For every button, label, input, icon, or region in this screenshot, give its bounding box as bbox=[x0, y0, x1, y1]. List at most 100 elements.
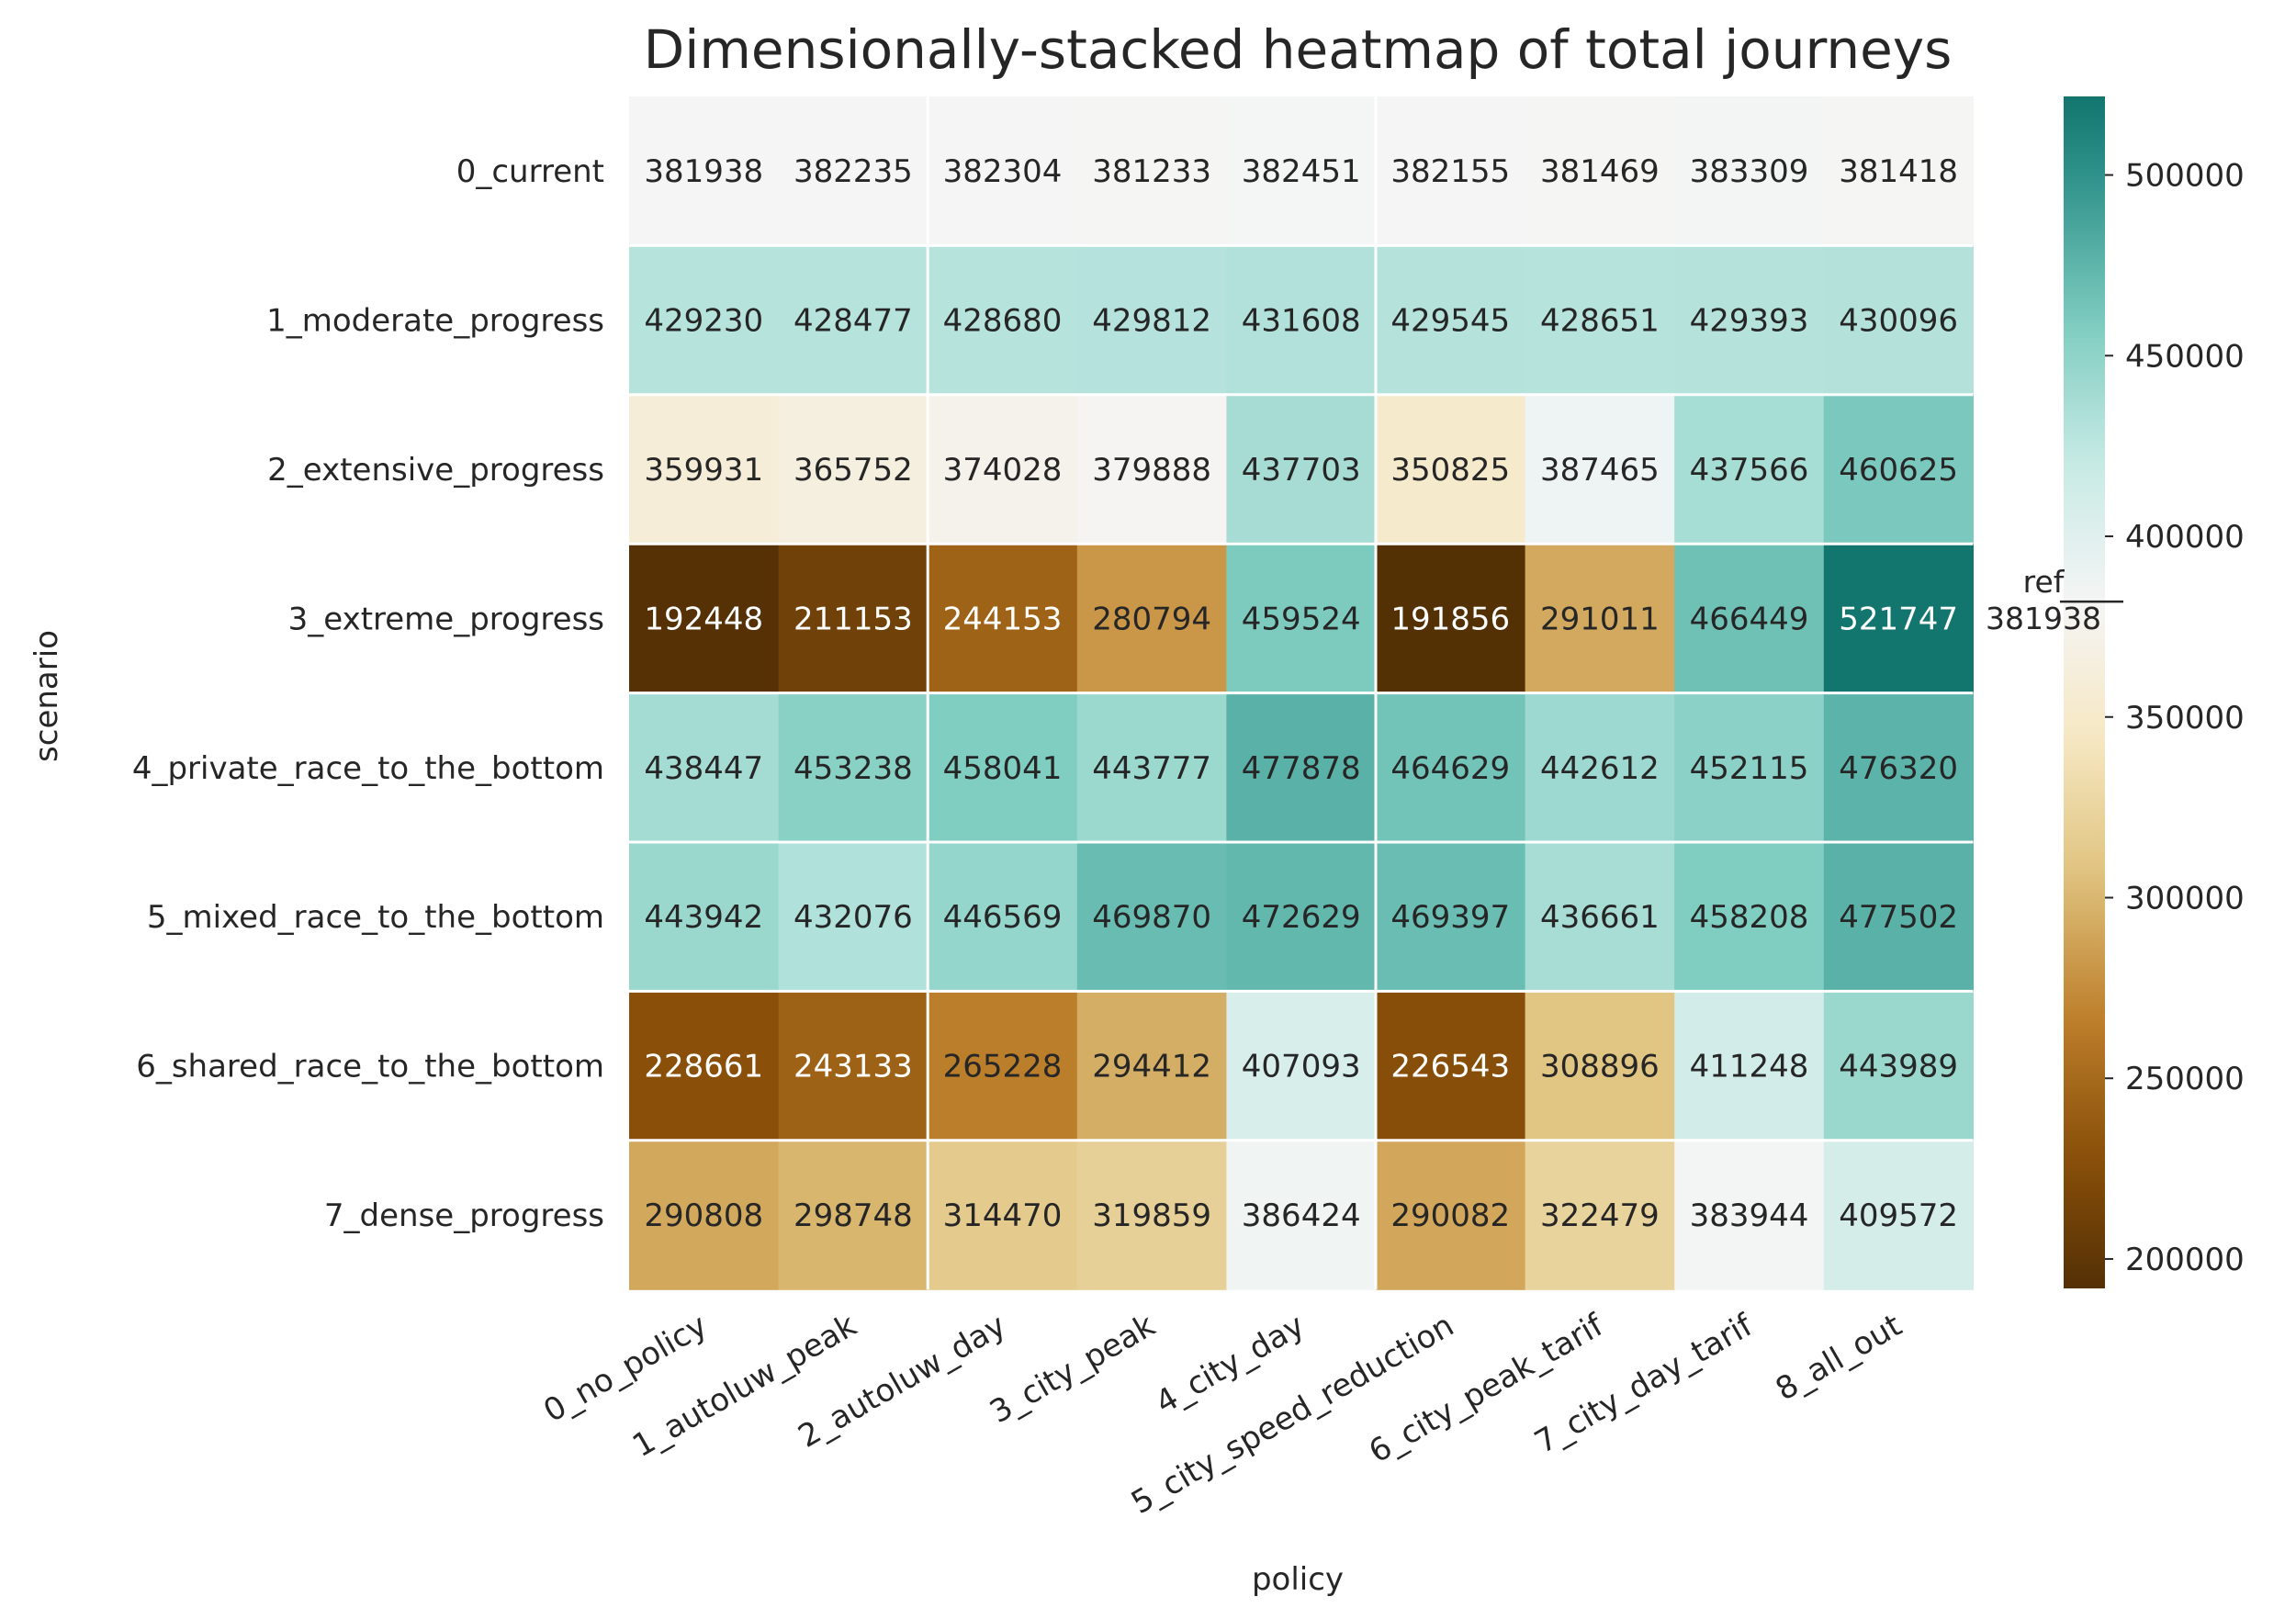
cell-value-label: 319859 bbox=[1092, 1197, 1211, 1234]
cell-value-label: 379888 bbox=[1092, 452, 1211, 489]
heatmap-cell bbox=[1525, 544, 1675, 694]
heatmap-cell bbox=[1525, 245, 1675, 396]
cell-value-label: 359931 bbox=[644, 452, 763, 489]
cell-value-label: 443989 bbox=[1839, 1049, 1958, 1085]
heatmap-cell bbox=[1076, 842, 1227, 992]
heatmap-cell bbox=[1525, 991, 1675, 1141]
cell-value-label: 382235 bbox=[793, 153, 913, 190]
heatmap-cell bbox=[1674, 96, 1825, 246]
colorbar-gradient bbox=[2064, 96, 2105, 1288]
heatmap-cell bbox=[1823, 692, 1974, 843]
cell-value-label: 521747 bbox=[1839, 601, 1958, 637]
heatmap-cell bbox=[1226, 394, 1377, 545]
x-tick-label: 3_city_peak bbox=[984, 1307, 1162, 1431]
heatmap-cell bbox=[1376, 1140, 1526, 1290]
cell-value-label: 211153 bbox=[793, 601, 913, 637]
cell-value-label: 443942 bbox=[644, 899, 763, 936]
cell-value-label: 428680 bbox=[943, 303, 1063, 340]
cell-value-label: 466449 bbox=[1690, 601, 1809, 637]
cell-value-label: 446569 bbox=[943, 899, 1063, 936]
cell-value-label: 436661 bbox=[1540, 899, 1660, 936]
heatmap-cell bbox=[1376, 692, 1526, 843]
cell-value-label: 407093 bbox=[1242, 1049, 1361, 1085]
y-tick-label: 2_extensive_progress bbox=[267, 452, 604, 489]
cell-value-label: 477502 bbox=[1839, 899, 1958, 936]
heatmap-cell bbox=[1525, 394, 1675, 545]
cell-value-label: 437703 bbox=[1242, 452, 1361, 489]
cell-value-label: 314470 bbox=[943, 1197, 1063, 1234]
cell-value-label: 290808 bbox=[644, 1197, 763, 1234]
cell-value-label: 243133 bbox=[793, 1049, 913, 1085]
y-tick-label: 1_moderate_progress bbox=[266, 303, 604, 340]
cell-value-label: 381418 bbox=[1839, 153, 1958, 190]
cell-value-label: 453238 bbox=[793, 750, 913, 787]
colorbar-tick-label: 350000 bbox=[2125, 700, 2245, 736]
cell-value-label: 382304 bbox=[943, 153, 1063, 190]
heatmap-cell bbox=[629, 842, 780, 992]
heatmap-cell bbox=[1226, 1140, 1377, 1290]
y-tick-label: 0_current bbox=[456, 153, 604, 190]
heatmap-cell bbox=[1376, 394, 1526, 545]
heatmap-cell bbox=[1525, 692, 1675, 843]
cell-value-label: 460625 bbox=[1839, 452, 1958, 489]
cell-value-label: 477878 bbox=[1242, 750, 1361, 787]
heatmap-cell bbox=[778, 245, 929, 396]
y-tick-label: 6_shared_race_to_the_bottom bbox=[136, 1049, 604, 1085]
heatmap-cell bbox=[1376, 991, 1526, 1141]
cell-value-label: 476320 bbox=[1839, 750, 1958, 787]
heatmap-cell bbox=[1674, 1140, 1825, 1290]
heatmap-cell bbox=[928, 692, 1078, 843]
heatmap-cell bbox=[778, 1140, 929, 1290]
cell-value-label: 381469 bbox=[1540, 153, 1660, 190]
heatmap-cell bbox=[928, 96, 1078, 246]
cell-value-label: 428477 bbox=[793, 303, 913, 340]
cell-value-label: 294412 bbox=[1092, 1049, 1211, 1085]
y-tick-label: 5_mixed_race_to_the_bottom bbox=[147, 899, 604, 936]
cell-value-label: 383944 bbox=[1690, 1197, 1809, 1234]
y-tick-label: 7_dense_progress bbox=[324, 1197, 604, 1234]
heatmap-cell bbox=[629, 1140, 780, 1290]
cell-value-label: 381233 bbox=[1092, 153, 1211, 190]
grid-separators bbox=[629, 96, 1974, 1290]
heatmap-cell bbox=[629, 96, 780, 246]
heatmap-cell bbox=[1226, 991, 1377, 1141]
heatmap-cell bbox=[629, 544, 780, 694]
cell-value-label: 374028 bbox=[943, 452, 1063, 489]
cell-value-label: 411248 bbox=[1690, 1049, 1809, 1085]
colorbar-ref-label: ref bbox=[2023, 564, 2065, 600]
heatmap-cell bbox=[1525, 96, 1675, 246]
cell-value-label: 458208 bbox=[1690, 899, 1809, 936]
colorbar-tick-label: 300000 bbox=[2125, 880, 2245, 916]
cell-value-label: 365752 bbox=[793, 452, 913, 489]
cell-value-label: 386424 bbox=[1242, 1197, 1361, 1234]
heatmap-cell bbox=[778, 544, 929, 694]
y-tick-label: 4_private_race_to_the_bottom bbox=[132, 750, 604, 787]
colorbar: 200000 250000 300000 350000 400000 450000 5000… bbox=[1986, 96, 2245, 1288]
heatmap-cell bbox=[1076, 394, 1227, 545]
cell-value-label: 290082 bbox=[1390, 1197, 1510, 1234]
heatmap-cell bbox=[1076, 544, 1227, 694]
heatmap-cell bbox=[1076, 245, 1227, 396]
heatmap-cell bbox=[928, 991, 1078, 1141]
cell-value-label: 430096 bbox=[1839, 303, 1958, 340]
heatmap-cell bbox=[1674, 245, 1825, 396]
heatmap-cell bbox=[1525, 1140, 1675, 1290]
cell-value-label: 382451 bbox=[1242, 153, 1361, 190]
heatmap-cell bbox=[928, 394, 1078, 545]
cell-value-label: 469870 bbox=[1092, 899, 1211, 936]
cell-value-label: 437566 bbox=[1690, 452, 1809, 489]
cell-value-label: 244153 bbox=[943, 601, 1063, 637]
colorbar-tick-label: 500000 bbox=[2125, 158, 2245, 195]
cell-value-label: 459524 bbox=[1242, 601, 1361, 637]
cell-value-label: 382155 bbox=[1390, 153, 1510, 190]
heatmap-cell bbox=[1376, 96, 1526, 246]
heatmap-cell bbox=[1823, 842, 1974, 992]
x-axis-label: policy bbox=[1252, 1561, 1344, 1598]
cell-value-label: 431608 bbox=[1242, 303, 1361, 340]
cell-value-label: 452115 bbox=[1690, 750, 1809, 787]
cell-value-label: 387465 bbox=[1540, 452, 1660, 489]
heatmap-cell bbox=[928, 1140, 1078, 1290]
heatmap-cell bbox=[1674, 544, 1825, 694]
heatmap-cell bbox=[1823, 245, 1974, 396]
